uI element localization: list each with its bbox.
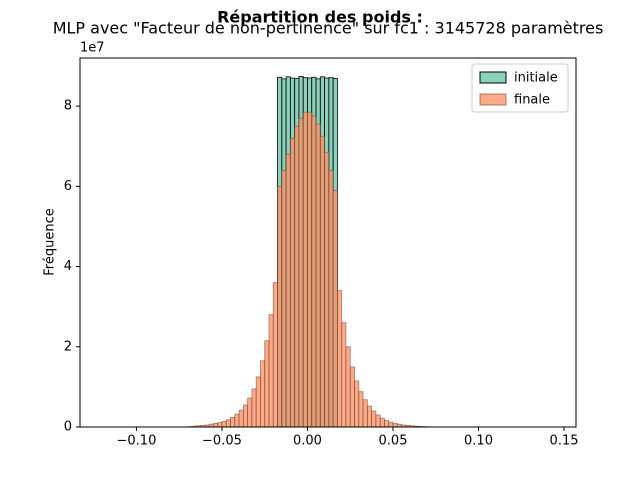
histogram-bar [341,322,347,428]
histogram-bar [285,153,291,428]
histogram-bar [298,117,304,428]
histogram-bar [247,397,253,428]
histogram-bar [264,340,270,428]
histogram-bar [384,420,390,428]
histogram-bar [255,376,261,428]
x-tick-label: 0.15 [550,434,579,449]
histogram-bar [328,169,334,428]
chart-subtitle: MLP avec "Facteur de non-pertinence" sur… [53,19,604,38]
histogram-bar [311,115,317,428]
histogram-bar [289,137,296,428]
x-tick-label: −0.05 [202,434,242,449]
histogram-bar [268,314,274,428]
histogram-bar [319,135,325,428]
y-tick-label: 6 [64,179,72,194]
legend-swatch [479,71,507,84]
histogram-bar [281,169,287,428]
histogram-bar [234,413,240,428]
x-tick-label: −0.10 [117,434,157,449]
y-axis-label: Fréquence [43,208,58,275]
x-tick-label: 0.10 [464,434,493,449]
histogram-bar [366,405,373,428]
y-tick-label: 8 [64,99,72,114]
chart-title: Répartition des poids : [217,8,423,27]
histogram-bar [217,422,223,428]
histogram-bar [371,410,377,428]
histogram-bar [337,290,343,428]
histogram-bar [238,409,244,428]
histogram-bar [324,151,330,428]
histogram-bar [221,420,227,428]
y-tick-label: 4 [64,259,72,274]
histogram-bar [392,422,398,428]
y-offset-label: 1e7 [80,41,105,56]
histogram-bar [225,419,231,428]
histogram-bar [242,404,249,428]
histogram-bar [294,125,300,428]
plot-frame [79,57,577,428]
histogram-bar [362,399,368,428]
x-tick-label: 0.00 [293,434,322,449]
histogram-bar [388,421,394,428]
y-tick-label: 0 [64,420,72,435]
histogram-bar [349,366,355,428]
histogram-bar [354,380,360,428]
histogram-bar [251,388,257,428]
histogram-bar [302,111,308,428]
histogram-bar [345,346,351,428]
y-tick-label: 2 [64,339,72,354]
histogram-bar [260,360,266,428]
histogram-bar [379,417,385,428]
legend-swatch [479,93,507,106]
x-tick-label: 0.05 [379,434,408,449]
legend-label: finale [514,93,550,108]
histogram-bar [272,282,278,428]
histogram-bar [277,185,283,428]
legend-label: initiale [514,71,558,86]
histogram-bar [332,189,338,428]
histogram-bar [315,123,321,428]
histogram-bar [307,111,313,428]
histogram-bar [358,391,364,428]
histogram-bar [230,416,236,428]
histogram-bar [213,422,219,428]
histogram-bar [375,414,381,428]
